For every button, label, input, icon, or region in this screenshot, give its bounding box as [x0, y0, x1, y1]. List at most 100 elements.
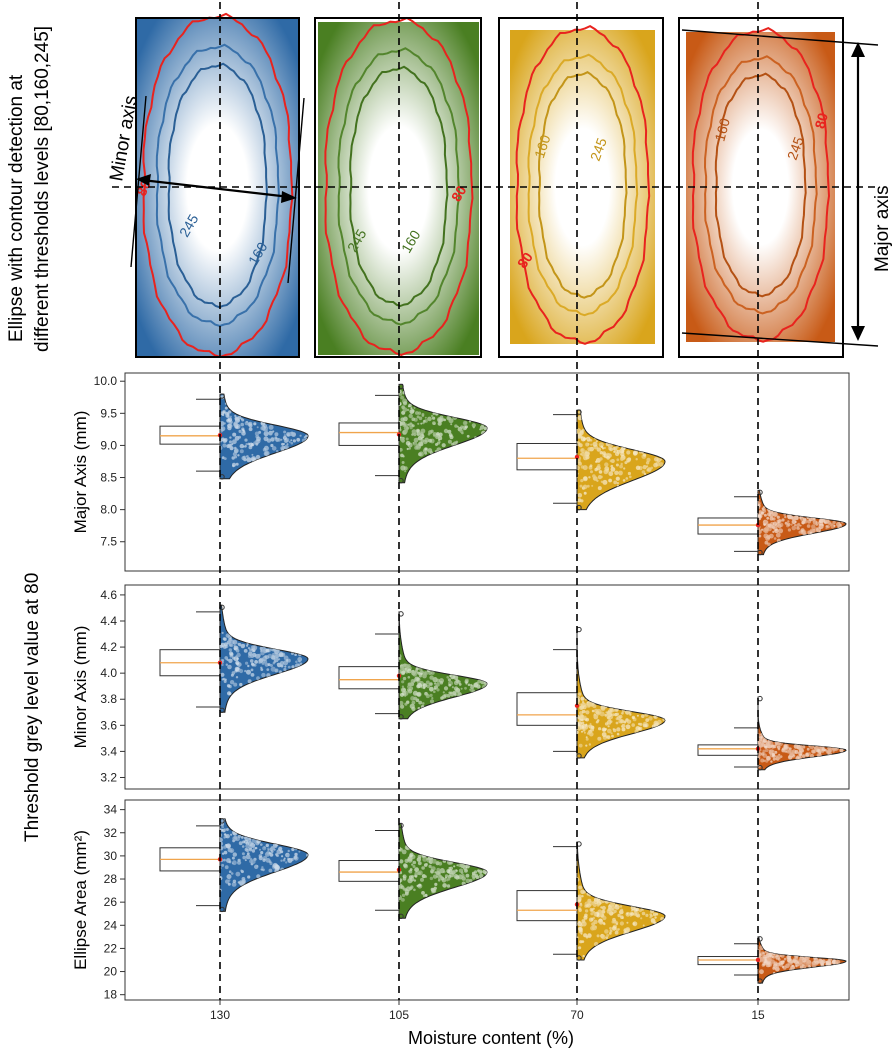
top-label-line1: Ellipse with contour detection at	[6, 74, 27, 342]
density-cloud	[576, 841, 666, 961]
contour-label-80: 80	[811, 111, 831, 130]
contour-160	[527, 53, 639, 317]
y-tick-label: 4.6	[100, 588, 117, 602]
x-tick-label-130: 130	[210, 1008, 230, 1022]
left-threshold-label: Threshold grey level value at 80	[22, 573, 43, 842]
contour-label-245: 245	[587, 135, 610, 163]
outlier	[219, 393, 225, 399]
y-tick-label: 3.8	[100, 692, 117, 706]
data-points	[220, 631, 303, 696]
major-axis-text: Major axis	[872, 185, 893, 272]
minor-axis-arrowhead-left	[136, 174, 151, 186]
raincloud-panel-2: 3.2 3.4 3.6 3.8 4.0 4.2 4.4 4.6 Minor Axis (mm)	[71, 584, 850, 790]
raincloud-70	[516, 409, 666, 511]
plot-frame	[124, 799, 850, 1001]
contour-160	[155, 43, 280, 328]
data-points	[758, 945, 841, 975]
y-tick-label: 3.2	[100, 770, 117, 784]
major-axis-annotation: Major axis	[681, 29, 893, 347]
top-label-line2: different thresholds levels [80,160,245]	[32, 26, 53, 352]
mean-marker	[755, 957, 761, 963]
top-side-label: Ellipse with contour detection at differ…	[6, 26, 53, 352]
raincloud-105	[338, 822, 488, 920]
mean-marker	[574, 454, 580, 460]
contour-160	[703, 55, 818, 315]
minor-axis-arrow	[141, 178, 291, 199]
x-tick-labels: 130 105 70 15	[210, 1000, 765, 1022]
data-points	[220, 818, 308, 892]
y-axis-label: Major Axis (mm)	[71, 411, 90, 534]
data-points	[577, 692, 665, 748]
contour-245	[167, 62, 269, 309]
x-axis-title: Moisture content (%)	[408, 1028, 574, 1048]
y-tick-label: 10.0	[94, 374, 118, 388]
y-tick-label: 34	[104, 803, 118, 817]
contour-label-160: 160	[711, 116, 733, 143]
outlier	[757, 978, 763, 984]
y-tick-label: 8.5	[100, 471, 117, 485]
contour-80	[515, 24, 651, 345]
y-tick-label: 26	[104, 895, 118, 909]
minor-axis-tangent-right	[287, 97, 305, 284]
contour-80	[142, 12, 294, 358]
major-axis-tangent-top	[681, 29, 879, 46]
x-tick-label-15: 15	[751, 1008, 765, 1022]
outlier	[398, 822, 404, 829]
plot-frame	[124, 372, 850, 572]
x-tick-label-70: 70	[570, 1008, 584, 1022]
y-tick-label: 3.6	[100, 718, 117, 732]
outlier	[576, 753, 582, 759]
contour-label-245: 245	[784, 134, 807, 162]
minor-axis-tangent-left	[130, 95, 147, 268]
category-dashed-lines	[219, 2, 759, 1000]
y-tick-label: 9.5	[100, 406, 117, 420]
y-tick-label: 4.0	[100, 666, 117, 680]
raincloud-panel-1: 7.5 8.0 8.5 9.0 9.5 10.0 Major Axis (mm)	[71, 372, 850, 572]
contour-80	[324, 16, 474, 356]
box	[338, 666, 400, 690]
major-axis-arrowhead-top	[851, 42, 865, 57]
outlier	[757, 489, 763, 496]
raincloud-105	[338, 611, 488, 720]
y-tick-label: 3.4	[100, 744, 117, 758]
major-axis-tangent-bottom	[681, 332, 879, 347]
y-tick-label: 20	[104, 965, 118, 979]
raincloud-130	[159, 604, 309, 713]
mean-marker	[755, 522, 761, 528]
box	[697, 517, 759, 535]
raincloud-charts: 7.5 8.0 8.5 9.0 9.5 10.0 Major Axis (mm) 3.2 3.4…	[71, 372, 850, 1002]
outlier	[398, 611, 404, 617]
y-tick-label: 4.4	[100, 614, 117, 628]
data-points	[758, 498, 844, 547]
box	[338, 860, 400, 882]
raincloud-70	[516, 841, 666, 961]
outlier	[757, 764, 763, 771]
density-cloud	[398, 383, 488, 484]
raincloud-130	[159, 818, 309, 913]
raincloud-130	[159, 393, 309, 480]
y-tick-label: 24	[104, 918, 118, 932]
contour-label-160: 160	[531, 133, 554, 160]
contour-245	[349, 65, 449, 308]
y-tick-label: 4.2	[100, 640, 117, 654]
y-tick-label: 28	[104, 872, 118, 886]
y-axis-label: Ellipse Area (mm²)	[71, 830, 90, 970]
outlier	[757, 549, 763, 556]
outlier	[576, 955, 582, 961]
contour-245	[714, 72, 807, 298]
y-tick-label: 8.0	[100, 503, 117, 517]
panel-frame	[314, 17, 482, 358]
x-tick-label-105: 105	[389, 1008, 409, 1022]
major-axis-arrowhead-bottom	[851, 326, 865, 341]
outlier	[398, 477, 404, 484]
y-axis-label: Minor Axis (mm)	[71, 626, 90, 749]
data-points	[399, 844, 487, 902]
outlier	[219, 906, 225, 913]
minor-axis-arrowhead-right	[281, 191, 297, 203]
contour-160	[337, 47, 461, 326]
y-tick-label: 22	[104, 941, 118, 955]
